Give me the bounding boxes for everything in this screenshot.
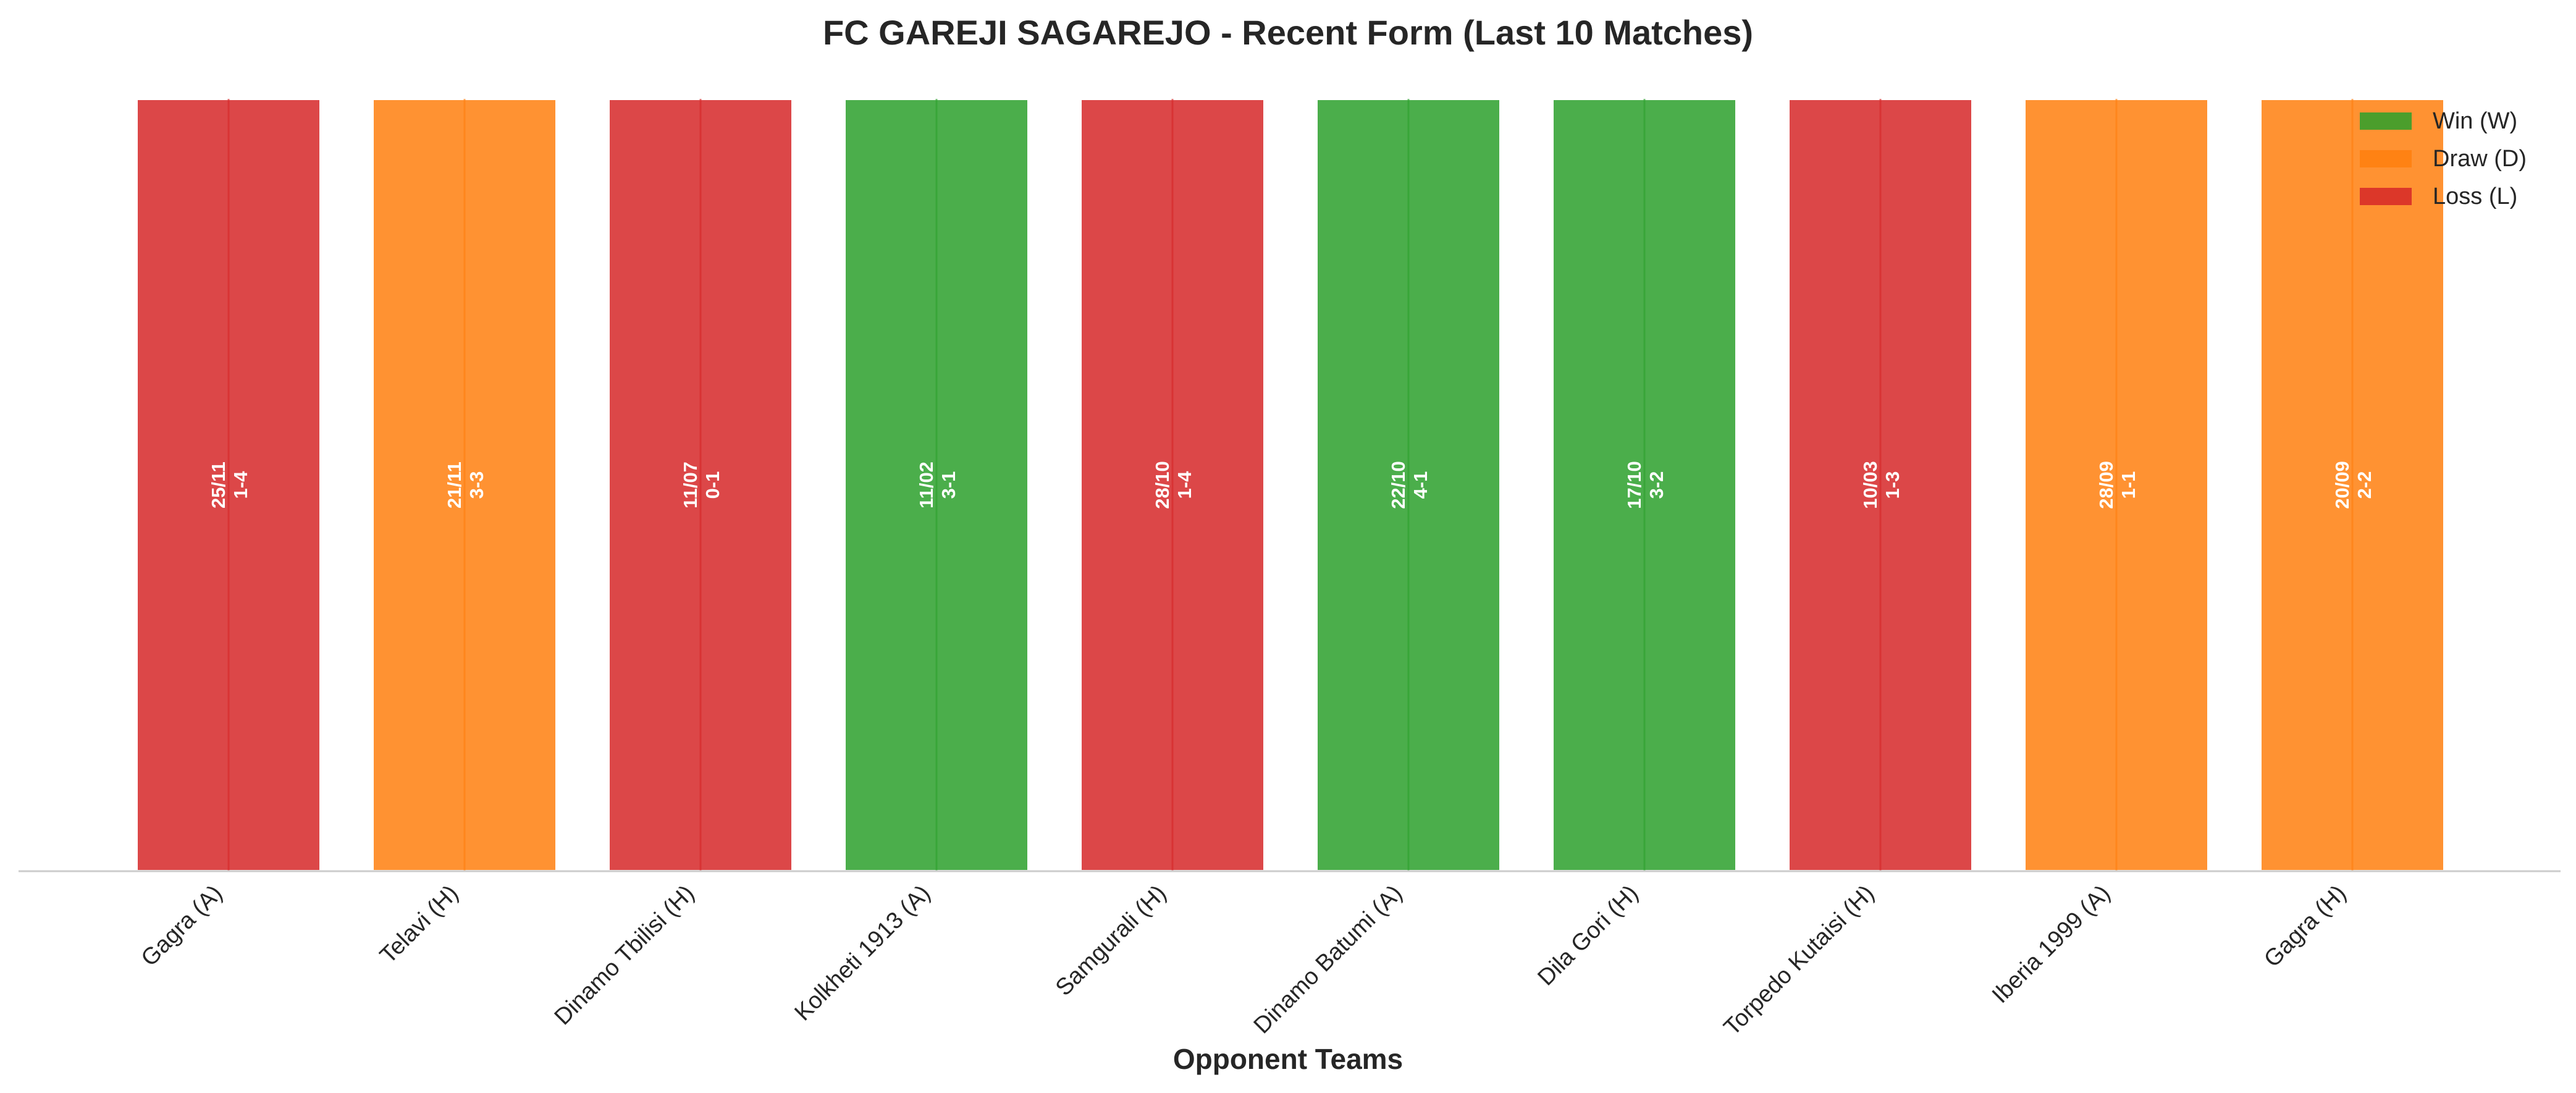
bar-date-1: 25/11	[208, 462, 229, 509]
bar-label-4: 11/023-1	[915, 462, 959, 509]
x-tick-label-2: Telavi (H)	[375, 880, 463, 969]
bar-date-6: 22/10	[1387, 461, 1409, 509]
bar-label-2: 21/113-3	[444, 462, 487, 509]
legend-swatch-d	[2360, 150, 2412, 167]
x-tick-label-3: Dinamo Tbilisi (H)	[550, 880, 700, 1031]
bar-date-9: 28/09	[2095, 461, 2117, 509]
bar-date-5: 28/10	[1151, 461, 1173, 509]
bar-score-6: 4-1	[1410, 471, 1431, 499]
chart-title: FC GAREJI SAGAREJO - Recent Form (Last 1…	[823, 13, 1753, 52]
bar-score-1: 1-4	[230, 471, 251, 499]
legend-label-l: Loss (L)	[2433, 184, 2517, 209]
x-tick-labels: Gagra (A) Telavi (H) Dinamo Tbilisi (H) Kol…	[137, 880, 2352, 1041]
bar-date-7: 17/10	[1623, 461, 1645, 509]
bar-date-10: 20/09	[2331, 461, 2353, 509]
x-tick-label-9: Iberia 1999 (A)	[1987, 880, 2115, 1008]
bar-date-3: 11/07	[680, 462, 701, 509]
bar-score-2: 3-3	[466, 471, 487, 499]
legend-label-d: Draw (D)	[2433, 146, 2527, 172]
bar-date-8: 10/03	[1859, 461, 1881, 509]
x-tick-label-1: Gagra (A)	[137, 880, 228, 972]
bar-label-3: 11/070-1	[680, 462, 723, 509]
bar-score-10: 2-2	[2354, 471, 2375, 499]
bar-score-5: 1-4	[1174, 471, 1195, 499]
x-tick-label-4: Kolkheti 1913 (A)	[790, 880, 936, 1026]
bar-date-4: 11/02	[915, 462, 937, 509]
legend-label-w: Win (W)	[2433, 108, 2517, 134]
bar-label-6: 22/104-1	[1387, 461, 1431, 509]
bars-layer: 25/111-4 21/113-3 11/070-1 11/023-1 28/101-4…	[135, 98, 2446, 872]
bar-label-1: 25/111-4	[208, 462, 251, 509]
bar-score-4: 3-1	[938, 471, 959, 499]
bar-date-2: 21/11	[444, 462, 465, 509]
bar-score-9: 1-1	[2118, 471, 2139, 499]
legend-swatch-l	[2360, 188, 2412, 205]
bar-label-9: 28/091-1	[2095, 461, 2139, 509]
bar-score-3: 0-1	[702, 471, 723, 499]
bar-label-10: 20/092-2	[2331, 461, 2375, 509]
legend: Win (W) Draw (D) Loss (L)	[2360, 108, 2527, 209]
x-tick-label-8: Torpedo Kutaisi (H)	[1719, 880, 1880, 1041]
bar-label-5: 28/101-4	[1151, 461, 1195, 509]
bar-label-7: 17/103-2	[1623, 461, 1667, 509]
x-axis-label: Opponent Teams	[1173, 1043, 1403, 1075]
x-tick-label-10: Gagra (H)	[2259, 880, 2351, 973]
legend-swatch-w	[2360, 112, 2412, 130]
x-tick-label-5: Samgurali (H)	[1051, 880, 1171, 1001]
x-tick-label-6: Dinamo Batumi (A)	[1249, 880, 1408, 1039]
bar-score-8: 1-3	[1882, 471, 1903, 499]
bar-label-8: 10/031-3	[1859, 461, 1903, 509]
bar-score-7: 3-2	[1646, 471, 1667, 499]
x-tick-label-7: Dila Gori (H)	[1533, 880, 1643, 991]
